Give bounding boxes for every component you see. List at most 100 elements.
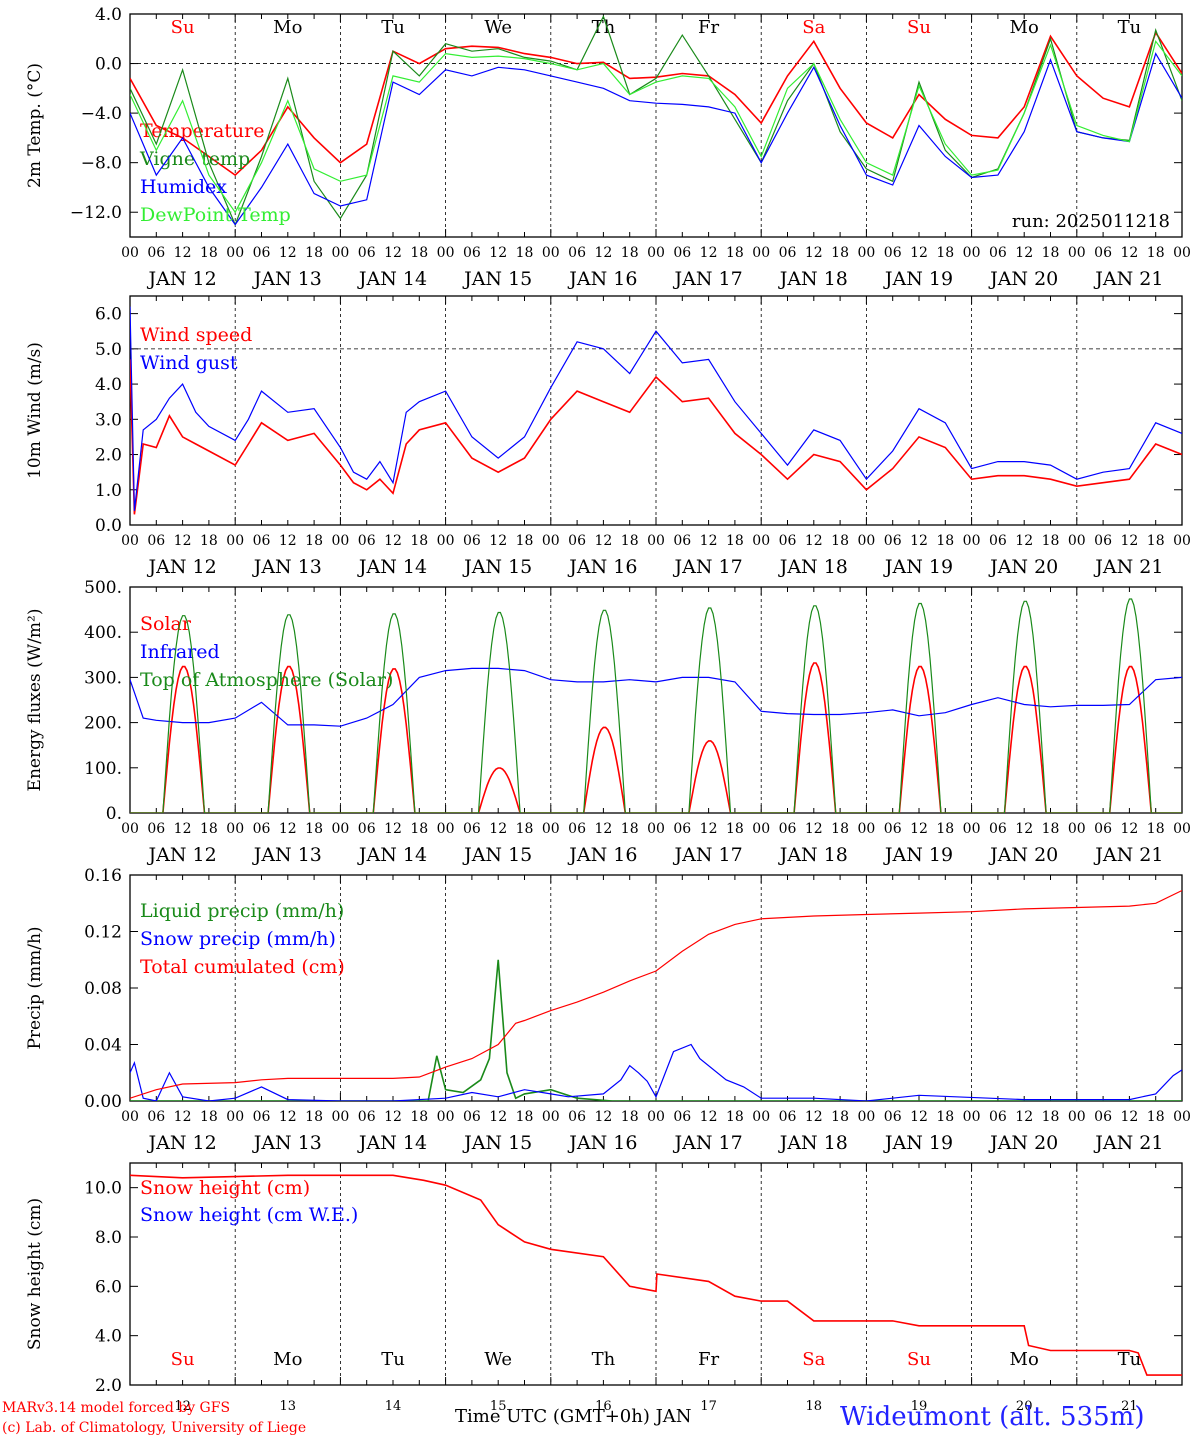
- x-date-label: JAN 17: [673, 1132, 743, 1154]
- x-hour-label: 18: [1147, 1109, 1165, 1125]
- x-hour-label: 12: [594, 245, 612, 261]
- x-hour-label: 00: [1173, 1109, 1191, 1125]
- y-tick-label: 6.0: [95, 1277, 122, 1297]
- x-hour-label: 18: [200, 533, 218, 549]
- y-axis-label: 10m Wind (m/s): [25, 342, 45, 479]
- x-hour-label: 12: [910, 821, 928, 837]
- x-hour-label: 06: [673, 245, 691, 261]
- x-hour-label: 00: [1068, 533, 1086, 549]
- x-hour-label: 00: [331, 821, 349, 837]
- legend-entry: Liquid precip (mm/h): [140, 900, 344, 922]
- day-name-label: Su: [907, 1349, 931, 1370]
- x-hour-label: 18: [621, 1109, 639, 1125]
- x-hour-label: 18: [726, 533, 744, 549]
- x-date-label: JAN 14: [357, 844, 427, 866]
- x-hour-label: 18: [305, 533, 323, 549]
- x-date-label: JAN 16: [567, 268, 637, 290]
- x-hour-label: 18: [1042, 245, 1060, 261]
- x-date-label: JAN 12: [147, 1132, 217, 1154]
- x-hour-label: 12: [910, 533, 928, 549]
- x-hour-label: 06: [1094, 1109, 1112, 1125]
- y-tick-label: 4.0: [95, 5, 122, 25]
- x-hour-label: 18: [1147, 533, 1165, 549]
- x-hour-label: 00: [437, 1109, 455, 1125]
- x-hour-label: 00: [331, 1109, 349, 1125]
- legend-entry: Vigne temp: [139, 148, 250, 170]
- x-hour-label: 06: [568, 245, 586, 261]
- y-tick-label: 2.0: [95, 446, 122, 466]
- legend-entry: Wind speed: [140, 324, 252, 346]
- x-hour-label: 06: [989, 821, 1007, 837]
- x-hour-label: 00: [857, 821, 875, 837]
- x-date-label: JAN 19: [883, 556, 953, 578]
- x-hour-label: 06: [673, 533, 691, 549]
- x-hour-label: 18: [936, 533, 954, 549]
- x-hour-label: 18: [305, 821, 323, 837]
- x-hour-label: 18: [831, 1109, 849, 1125]
- x-hour-label: 18: [1042, 821, 1060, 837]
- x-hour-label: 18: [621, 533, 639, 549]
- y-tick-label: −12.0: [70, 203, 122, 223]
- legend-entry: Snow height (cm W.E.): [140, 1204, 358, 1226]
- x-hour-label: 12: [594, 821, 612, 837]
- x-hour-label: 12: [384, 245, 402, 261]
- x-hour-label: 18: [1147, 245, 1165, 261]
- y-tick-label: 0.04: [84, 1036, 122, 1056]
- x-hour-label: 06: [779, 245, 797, 261]
- y-tick-label: 6.0: [95, 305, 122, 325]
- day-name-label: Sa: [802, 17, 825, 38]
- x-hour-label: 18: [200, 245, 218, 261]
- x-hour-label: 06: [358, 821, 376, 837]
- x-hour-label: 18: [305, 1109, 323, 1125]
- x-hour-label: 06: [358, 1109, 376, 1125]
- x-hour-label: 00: [1068, 1109, 1086, 1125]
- day-name-label: Su: [907, 17, 931, 38]
- x-hour-label: 18: [1042, 533, 1060, 549]
- series-line-vigne-temp: [130, 14, 1182, 227]
- y-axis-label: Precip (mm/h): [25, 926, 45, 1049]
- x-date-label: JAN 21: [1093, 1132, 1163, 1154]
- x-hour-label: 06: [253, 245, 271, 261]
- x-hour-label: 00: [437, 533, 455, 549]
- x-hour-label: 12: [174, 533, 192, 549]
- x-date-label: JAN 12: [147, 844, 217, 866]
- x-hour-label: 12: [700, 245, 718, 261]
- x-hour-label: 00: [752, 1109, 770, 1125]
- x-hour-label: 06: [568, 1109, 586, 1125]
- x-hour-label: 12: [594, 1109, 612, 1125]
- x-day-number: 14: [385, 1399, 402, 1414]
- x-hour-label: 18: [621, 821, 639, 837]
- day-name-label: We: [484, 1349, 512, 1370]
- x-hour-label: 12: [805, 821, 823, 837]
- x-hour-label: 18: [516, 1109, 534, 1125]
- legend-entry: Snow height (cm): [140, 1177, 310, 1199]
- legend-entry: Snow precip (mm/h): [140, 928, 336, 950]
- x-hour-label: 00: [647, 821, 665, 837]
- x-hour-label: 18: [936, 1109, 954, 1125]
- x-hour-label: 06: [358, 533, 376, 549]
- x-hour-label: 18: [516, 533, 534, 549]
- x-hour-label: 00: [331, 245, 349, 261]
- x-hour-label: 00: [437, 821, 455, 837]
- x-date-label: JAN 21: [1093, 844, 1163, 866]
- day-name-label: Mo: [273, 1349, 302, 1370]
- x-hour-label: 12: [805, 1109, 823, 1125]
- x-hour-label: 00: [1173, 821, 1191, 837]
- x-hour-label: 12: [1120, 245, 1138, 261]
- x-hour-label: 06: [463, 1109, 481, 1125]
- series-line-infrared: [130, 667, 1182, 727]
- x-date-label: JAN 17: [673, 268, 743, 290]
- x-hour-label: 06: [463, 533, 481, 549]
- day-name-label: Mo: [1010, 17, 1039, 38]
- x-hour-label: 12: [489, 245, 507, 261]
- x-date-label: JAN 13: [252, 268, 322, 290]
- x-hour-label: 12: [174, 245, 192, 261]
- x-hour-label: 18: [1042, 1109, 1060, 1125]
- x-day-number: 16: [595, 1399, 612, 1414]
- y-tick-label: 5.0: [95, 340, 122, 360]
- day-name-label: We: [484, 17, 512, 38]
- day-name-label: Su: [171, 1349, 195, 1370]
- series-line-humidex: [130, 52, 1182, 226]
- x-date-label: JAN 14: [357, 268, 427, 290]
- y-tick-label: 0.0: [95, 516, 122, 536]
